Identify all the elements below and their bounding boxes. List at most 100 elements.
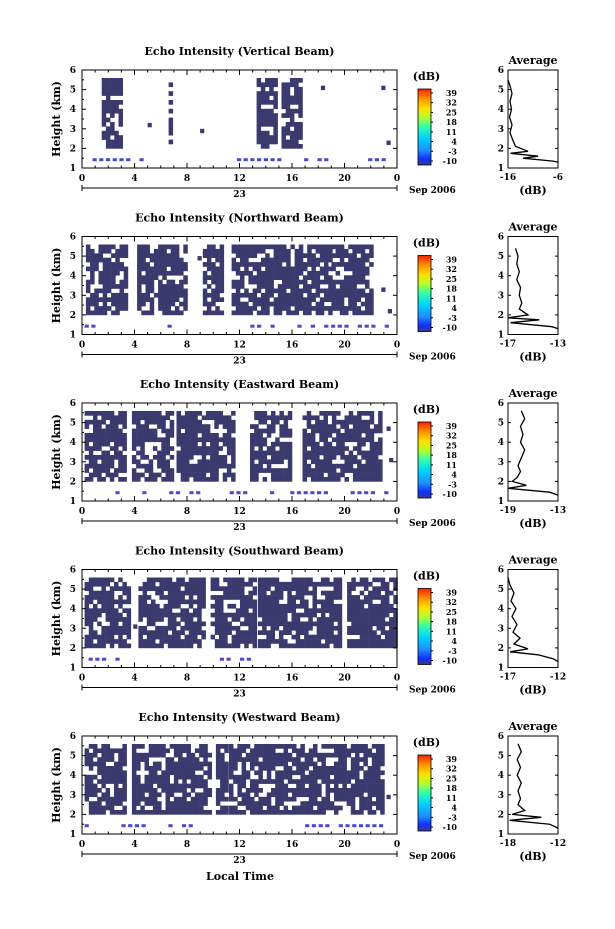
echo-cell [190, 783, 196, 789]
echo-cell [357, 468, 362, 473]
echo-cell [266, 595, 271, 600]
echo-cell [283, 441, 289, 447]
echo-cell [118, 450, 123, 456]
echo-cell [290, 275, 295, 280]
echo-cell [122, 599, 127, 605]
echo-cell [313, 788, 318, 793]
echo-cell [376, 748, 381, 754]
echo-cell [184, 617, 190, 622]
echo-cell [214, 433, 219, 438]
echo-cell [126, 625, 132, 631]
echo-cell [279, 433, 284, 438]
echo-cell [210, 450, 215, 456]
echo-cell [188, 643, 194, 649]
echo-cell [250, 437, 255, 443]
colorbar-tick-label: 32 [446, 597, 457, 607]
echo-cell [231, 577, 237, 583]
echo-cell [369, 463, 375, 469]
echo-cell [201, 459, 207, 465]
echo-cell [393, 581, 398, 587]
echo-cell [283, 752, 289, 758]
echo-cell [359, 744, 364, 749]
y-tick-label: 5 [70, 585, 76, 595]
echo-cell [101, 411, 106, 416]
echo-cell [339, 279, 345, 285]
echo-cell [359, 779, 364, 784]
echo-cell [283, 621, 288, 627]
echo-cell [262, 595, 267, 600]
echo-cell [261, 301, 266, 307]
echo-cell [137, 288, 142, 294]
echo-cell [269, 135, 274, 140]
echo-cell [151, 617, 156, 622]
echo-cell [256, 310, 262, 316]
echo-cell [189, 455, 194, 460]
echo-cell [206, 244, 212, 250]
echo-cell [173, 788, 179, 793]
echo-cell [223, 617, 228, 622]
echo-cell [371, 783, 377, 789]
echo-cell [152, 779, 158, 784]
echo-cell [320, 621, 326, 627]
echo-cell [118, 415, 123, 421]
echo-cell [165, 757, 170, 762]
echo-cell [328, 279, 333, 285]
echo-cell [93, 748, 98, 754]
echo-cell [97, 581, 102, 587]
echo-cell [166, 292, 171, 298]
echo-cell [88, 595, 94, 600]
echo-cell [273, 100, 278, 105]
echo-cell [363, 783, 368, 789]
echo-cell [298, 126, 303, 132]
echo-cell [176, 411, 181, 416]
echo-cell [142, 608, 148, 613]
echo-cell [356, 257, 362, 263]
echo-cell [176, 463, 181, 469]
echo-cell [215, 310, 220, 316]
echo-cell [229, 748, 234, 754]
echo-cell [193, 437, 198, 443]
echo-cell [287, 428, 293, 434]
echo-cell [84, 433, 90, 438]
echo-cell [279, 411, 284, 416]
low-echo-cell [219, 657, 224, 661]
low-echo-cell [196, 491, 201, 495]
echo-cell [144, 468, 149, 473]
x-tick-label: 4 [131, 840, 137, 850]
echo-cell [369, 433, 375, 438]
echo-cell [283, 748, 289, 754]
echo-cell [319, 433, 324, 438]
echo-cell [109, 779, 115, 784]
echo-cell [321, 770, 326, 776]
echo-cell [126, 643, 132, 649]
echo-cell [119, 306, 124, 311]
echo-cell [287, 450, 293, 456]
echo-cell [93, 437, 98, 443]
x-tick-label: 0 [79, 341, 85, 351]
echo-cell [182, 796, 187, 802]
echo-cell [197, 463, 202, 469]
echo-cell [260, 144, 266, 149]
echo-cell [84, 612, 90, 618]
echo-cell [84, 468, 90, 473]
echo-cell [282, 284, 287, 289]
echo-cell [281, 126, 286, 132]
echo-cell [344, 437, 349, 443]
echo-cell [207, 770, 212, 776]
echo-cell [273, 104, 278, 110]
echo-cell [115, 292, 120, 298]
echo-cell [256, 266, 262, 272]
echo-cell [356, 279, 362, 285]
echo-cell [244, 643, 249, 649]
echo-cell [144, 783, 149, 789]
echo-cell [281, 139, 286, 145]
echo-cell [220, 796, 225, 802]
echo-cell [197, 450, 202, 456]
echo-cell [389, 577, 394, 583]
echo-cell [334, 770, 339, 776]
echo-cell [286, 279, 291, 285]
echo-cell [357, 424, 362, 429]
echo-cell [131, 761, 137, 767]
echo-cell [193, 415, 198, 421]
colorbar-tick-label: 4 [451, 803, 457, 813]
